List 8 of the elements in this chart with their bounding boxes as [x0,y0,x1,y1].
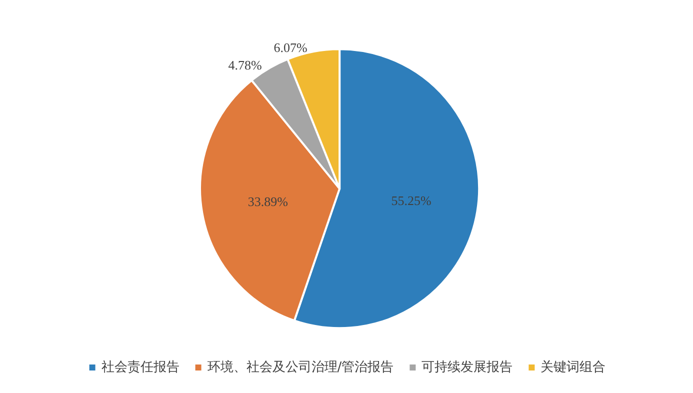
legend-label: 环境、社会及公司治理/管治报告 [207,359,394,375]
legend-label: 社会责任报告 [101,360,180,375]
legend-label: 可持续发展报告 [422,360,513,375]
data-label: 6.07% [274,40,308,56]
data-label: 55.25% [391,193,432,208]
legend-label: 关键词组合 [540,360,606,375]
data-label: 33.89% [248,194,288,209]
data-label: 4.78% [228,57,262,72]
